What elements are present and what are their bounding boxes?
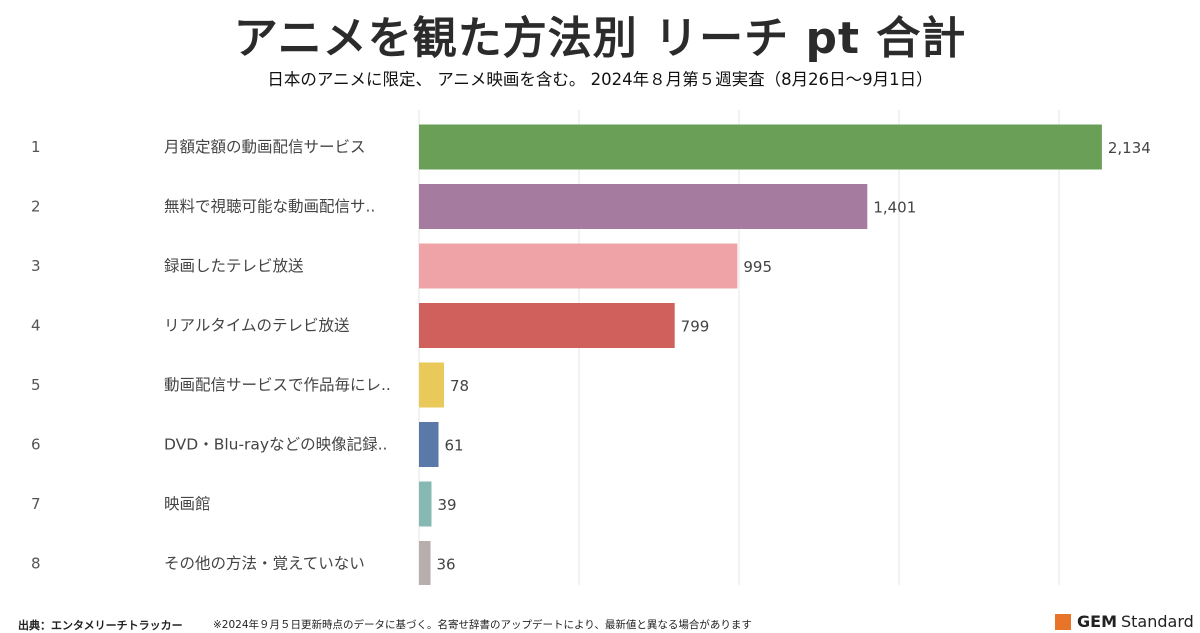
data-label: 799 [681,318,710,336]
bar [419,124,1102,170]
bar [419,303,675,348]
data-label: 1,401 [873,199,916,217]
page-subtitle: 日本のアニメに限定、 アニメ映画を含む。 2024年８月第５週実査（8月26日～… [267,70,933,89]
category-label: 動画配信サービスで作品毎にレ.. [164,376,391,394]
rank-label: 8 [31,555,41,573]
category-label: 映画館 [164,495,211,513]
rank-label: 5 [31,376,41,394]
data-label: 39 [437,496,456,514]
rank-label: 7 [31,495,41,513]
footer-source: 出典：エンタメリーチトラッカー [18,619,183,632]
page-title: アニメを観た方法別 リーチ pt 合計 [233,13,967,64]
rank-label: 4 [31,317,41,335]
brand-logo: GEM Standard [1055,612,1194,631]
bar [419,243,738,289]
category-label: その他の方法・覚えていない [164,555,365,573]
category-label: 無料で視聴可能な動画配信サ.. [164,198,375,216]
bar [419,422,439,467]
bar-chart: 1 月額定額の動画配信サービス 2,134 2 無料で視聴可能な動画配信サ.. 1,401… [31,110,1151,585]
bar [419,541,431,585]
rank-label: 6 [31,436,41,454]
bar [419,184,868,229]
data-label: 995 [743,258,772,276]
rank-label: 3 [31,257,41,275]
bar [419,481,432,527]
data-label: 2,134 [1108,139,1151,157]
brand-name-rest: Standard [1120,612,1194,631]
category-label: リアルタイムのテレビ放送 [164,317,350,335]
data-label: 36 [437,556,456,574]
category-label: 録画したテレビ放送 [164,257,304,275]
brand-name-strong: GEM [1077,612,1117,631]
data-label: 78 [450,377,469,395]
rank-label: 2 [31,198,41,216]
bar [419,362,444,408]
category-label: 月額定額の動画配信サービス [164,138,366,156]
data-label: 61 [445,437,464,455]
category-label: DVD・Blu-rayなどの映像記録.. [164,436,387,454]
footer-note: ※2024年９月５日更新時点のデータに基づく。名寄せ辞書のアップデートにより、最… [213,619,752,631]
brand-square-icon [1055,613,1071,630]
rank-label: 1 [31,138,41,156]
